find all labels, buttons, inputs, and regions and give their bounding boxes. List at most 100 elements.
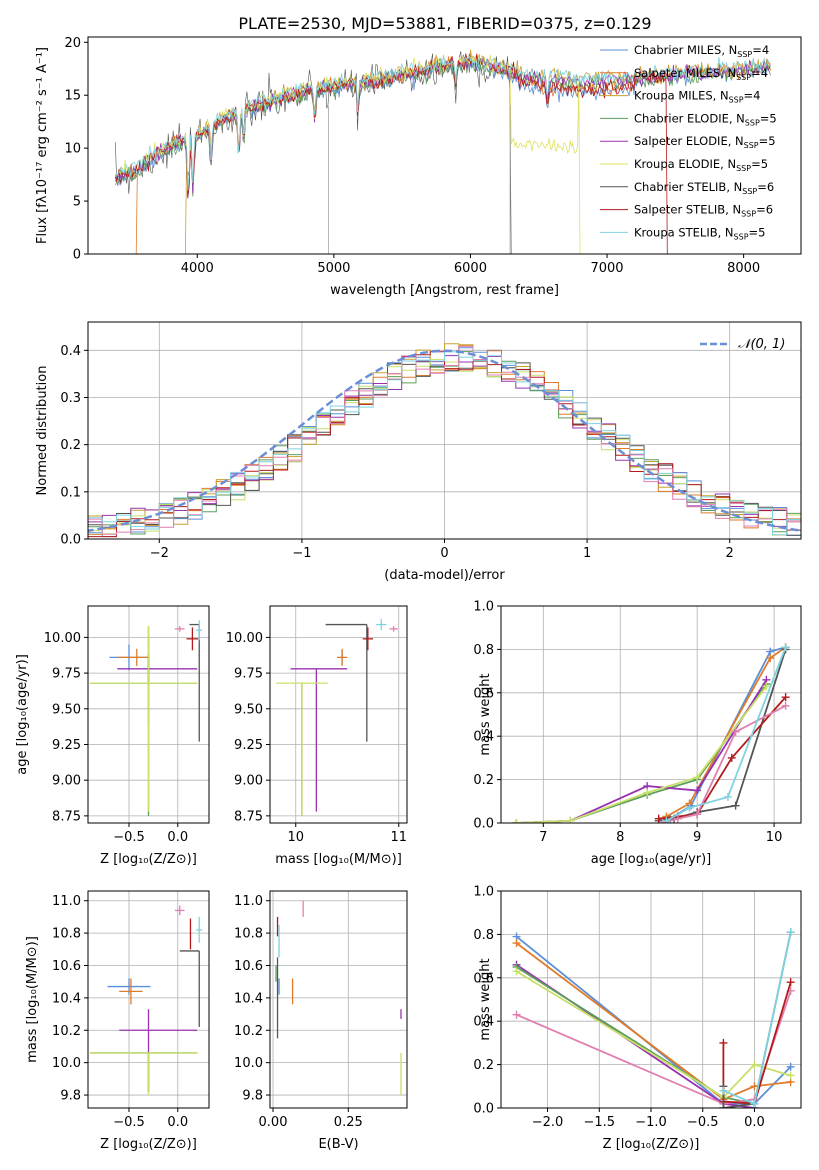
- weight-marker: [750, 1099, 759, 1108]
- y-tick-label: 0.3: [60, 391, 81, 406]
- y-tick-label: 0.0: [473, 817, 494, 832]
- spectrum-lines: [114, 49, 771, 254]
- y-tick-label: 0.8: [473, 928, 494, 943]
- errorbars: [276, 618, 398, 816]
- weight-marker: [693, 786, 702, 795]
- normal-curve: [88, 349, 801, 532]
- errorbars: [275, 900, 402, 1096]
- y-tick-label: 20: [64, 36, 81, 51]
- errorbar-point: [376, 618, 387, 631]
- plot-frame: [87, 36, 802, 255]
- weight-marker: [719, 1104, 728, 1108]
- spectrum-panel: 4000 5000 6000 7000 8000 0 5 10 15 20 wavelength […: [35, 36, 802, 298]
- weight-marker: [731, 727, 740, 736]
- y-tick-label: 10.00: [226, 631, 263, 646]
- legend-entry: Chabrier MILES, NSSP=4: [634, 43, 769, 59]
- y-tick-label: 10.0: [234, 1056, 263, 1071]
- errorbar-point: [336, 648, 348, 666]
- weight-marker: [786, 978, 795, 987]
- y-tick-label: 0.0: [60, 533, 81, 548]
- y-tick-label: 10.6: [234, 959, 263, 974]
- x-tick-label: 0.00: [259, 1115, 288, 1130]
- weight-series: [722, 981, 792, 1105]
- weight-marker: [512, 819, 521, 823]
- errorbar-point: [362, 627, 374, 651]
- weight-marker: [786, 928, 795, 937]
- errorbar-point: [174, 905, 185, 916]
- y-tick-label: 0.1: [60, 485, 81, 500]
- plot-frame: [269, 605, 408, 824]
- y-axis-label: Flux [fλ10⁻¹⁷ erg cm⁻² s⁻¹ A⁻¹]: [35, 47, 50, 244]
- legend-entry: Salpeter MILES, NSSP=4: [634, 66, 768, 82]
- x-tick-label: 5000: [317, 261, 350, 276]
- x-tick-label: 10: [766, 830, 783, 845]
- x-tick-label: −1: [292, 546, 311, 561]
- x-axis-label: E(B-V): [318, 1137, 358, 1152]
- legend-entry: 𝒩(0, 1): [738, 337, 785, 352]
- x-tick-label: 7000: [590, 261, 623, 276]
- x-tick-label: 6000: [454, 261, 487, 276]
- x-tick-label: −1.0: [635, 1115, 667, 1130]
- y-tick-label: 1.0: [473, 885, 494, 900]
- weight-series: [662, 705, 787, 823]
- errorbar-point: [290, 668, 348, 812]
- y-tick-label: 10.8: [52, 927, 81, 942]
- weight-series: [516, 970, 791, 1099]
- weight-marker: [723, 792, 732, 801]
- y-tick-label: 0.4: [473, 1015, 494, 1030]
- y-tick-label: 10.2: [234, 1024, 263, 1039]
- weight-marker: [727, 753, 736, 762]
- x-tick-label: −0.5: [113, 1115, 145, 1130]
- errorbar-point: [189, 623, 200, 742]
- weight-marker: [750, 1060, 759, 1069]
- y-tick-label: 11.0: [234, 894, 263, 909]
- y-tick-label: 0.2: [473, 773, 494, 788]
- x-tick-label: −0.5: [687, 1115, 719, 1130]
- weight-series: [515, 942, 791, 1101]
- errorbar-point: [325, 623, 368, 742]
- y-tick-label: 9.8: [60, 1089, 81, 1104]
- weight-series: [515, 964, 755, 1108]
- y-tick-label: 10.6: [52, 959, 81, 974]
- age-vs-mass-panel: 10 11 8.75 9.00 9.25 9.50 9.75 10.00 mass [log₁₀…: [226, 605, 408, 867]
- y-tick-label: 0.0: [473, 1102, 494, 1117]
- weight-series: [658, 649, 787, 822]
- x-axis-label: Z [log₁₀(Z/Z⊙)]: [100, 852, 197, 867]
- x-tick-label: −2.0: [532, 1115, 564, 1130]
- plot-frame: [269, 890, 408, 1109]
- errorbars: [89, 620, 203, 816]
- x-axis-label: Z [log₁₀(Z/Z⊙)]: [100, 1137, 197, 1152]
- errorbar-point: [107, 978, 151, 995]
- weight-series: [515, 935, 792, 1105]
- weight-marker: [643, 788, 652, 797]
- x-tick-label: 1: [583, 546, 591, 561]
- y-tick-label: 11.0: [52, 894, 81, 909]
- weight-series: [665, 646, 787, 822]
- errorbars: [89, 905, 203, 1096]
- legend-entry: Chabrier STELIB, NSSP=6: [634, 180, 774, 196]
- weight-lines: [512, 643, 790, 823]
- weight-series: [665, 646, 787, 818]
- y-tick-label: 9.50: [52, 702, 81, 717]
- legend-entry: Kroupa ELODIE, NSSP=5: [634, 157, 768, 173]
- errorbar-point: [89, 1052, 198, 1096]
- weight-marker: [693, 810, 702, 819]
- weight-series: [516, 679, 768, 823]
- y-tick-label: 0.6: [473, 971, 494, 986]
- legend-entry: Salpeter STELIB, NSSP=6: [634, 203, 773, 219]
- x-tick-label: 0.0: [744, 1115, 765, 1130]
- y-tick-label: 10.00: [44, 631, 81, 646]
- errorbar-point: [389, 625, 398, 632]
- y-tick-label: 10.4: [52, 991, 81, 1006]
- y-tick-label: 0: [73, 248, 81, 263]
- errorbar-point: [186, 627, 199, 651]
- x-tick-label: −1.5: [583, 1115, 615, 1130]
- y-tick-label: 9.25: [52, 738, 81, 753]
- mass-vs-z-panel: −0.5 0.0 9.8 10.0 10.2 10.4 10.6 10.8 11.0 Z [log…: [25, 890, 210, 1152]
- errorbar-point: [196, 916, 203, 943]
- weight-marker: [693, 773, 702, 782]
- errorbar-point: [89, 625, 198, 812]
- x-tick-label: 0.0: [167, 830, 188, 845]
- legend-entry: Kroupa STELIB, NSSP=5: [634, 225, 765, 241]
- errorbar-point: [196, 620, 203, 641]
